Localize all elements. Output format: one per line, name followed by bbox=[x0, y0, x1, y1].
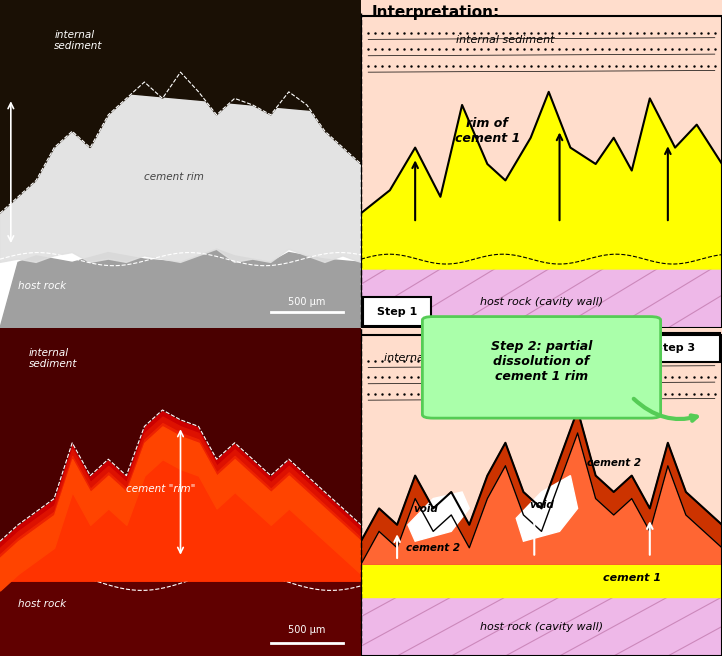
Text: host rock (cavity wall): host rock (cavity wall) bbox=[480, 297, 603, 307]
FancyBboxPatch shape bbox=[422, 317, 661, 418]
Text: host rock: host rock bbox=[18, 599, 66, 609]
Text: 500 µm: 500 µm bbox=[288, 625, 326, 635]
Text: internal sediment: internal sediment bbox=[456, 35, 554, 45]
Polygon shape bbox=[361, 92, 722, 269]
FancyBboxPatch shape bbox=[363, 297, 432, 327]
Polygon shape bbox=[361, 269, 722, 328]
Polygon shape bbox=[361, 328, 722, 656]
Text: Step 1: Step 1 bbox=[377, 306, 417, 317]
Text: rim of
cement 1: rim of cement 1 bbox=[455, 117, 520, 145]
Text: host rock (cavity wall): host rock (cavity wall) bbox=[480, 622, 603, 632]
Text: host rock: host rock bbox=[18, 281, 66, 291]
Text: void: void bbox=[529, 501, 554, 510]
Text: cement 1: cement 1 bbox=[603, 573, 661, 583]
Polygon shape bbox=[516, 476, 578, 541]
Text: internal
sediment: internal sediment bbox=[29, 348, 77, 369]
Polygon shape bbox=[361, 564, 722, 597]
Polygon shape bbox=[0, 72, 361, 262]
Polygon shape bbox=[408, 492, 469, 541]
Polygon shape bbox=[0, 574, 361, 656]
Text: Step 3: Step 3 bbox=[655, 342, 695, 353]
Polygon shape bbox=[361, 597, 722, 656]
Text: cement 2: cement 2 bbox=[587, 458, 640, 468]
Polygon shape bbox=[361, 410, 722, 564]
Text: cement rim: cement rim bbox=[144, 173, 204, 182]
Polygon shape bbox=[0, 0, 361, 213]
Text: internal
sediment: internal sediment bbox=[54, 30, 103, 51]
Polygon shape bbox=[361, 0, 722, 328]
Text: cement "rim": cement "rim" bbox=[126, 484, 196, 494]
Text: ...cathodoluminescence: ...cathodoluminescence bbox=[7, 344, 193, 358]
Text: cement 2: cement 2 bbox=[406, 543, 460, 553]
Polygon shape bbox=[0, 0, 361, 115]
Polygon shape bbox=[361, 433, 722, 564]
Polygon shape bbox=[0, 328, 361, 541]
Text: Step 2: partial
dissolution of
cement 1 rim: Step 2: partial dissolution of cement 1 … bbox=[491, 340, 592, 383]
Text: Transmitted light...: Transmitted light... bbox=[7, 16, 157, 30]
Polygon shape bbox=[0, 249, 361, 328]
Text: Interpretation:: Interpretation: bbox=[372, 5, 500, 20]
Text: void: void bbox=[414, 504, 438, 514]
Text: 500 µm: 500 µm bbox=[288, 297, 326, 307]
FancyBboxPatch shape bbox=[630, 333, 720, 362]
Text: internal sediment: internal sediment bbox=[384, 353, 482, 363]
